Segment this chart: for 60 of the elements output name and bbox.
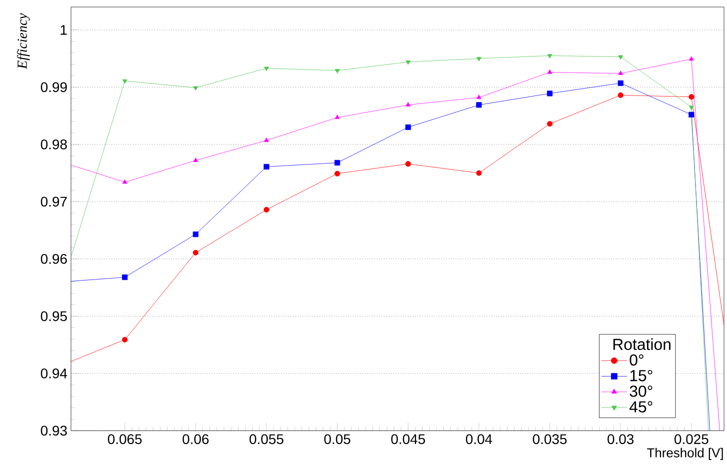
x-tick-label: 0.065: [108, 434, 142, 444]
point: [476, 170, 482, 176]
y-axis-title: Efficiency: [16, 13, 30, 70]
point: [618, 55, 624, 60]
point: [406, 102, 411, 106]
x-tick-label: 0.06: [182, 434, 209, 444]
point: [264, 66, 269, 72]
y-tick-label: 0.99: [40, 82, 67, 92]
point: [334, 69, 340, 74]
point: [688, 112, 694, 118]
y-tick-label: 0.94: [40, 368, 68, 378]
point: [192, 250, 198, 256]
point: [618, 92, 624, 98]
point: [688, 106, 694, 110]
point: [122, 274, 128, 280]
x-tick-label: 0.055: [250, 434, 284, 444]
point: [688, 56, 694, 61]
x-tick-label: 0.05: [324, 434, 350, 444]
point: [476, 102, 482, 108]
point: [476, 94, 482, 99]
point: [264, 164, 270, 170]
y-tick-label: 0.97: [40, 196, 67, 207]
point: [546, 121, 553, 127]
point: [122, 179, 128, 184]
point: [546, 90, 553, 96]
legend-label: 0°: [630, 354, 644, 366]
point: [405, 124, 411, 130]
legend-title: Rotation: [613, 338, 670, 350]
point: [547, 54, 552, 58]
point: [618, 70, 624, 75]
point: [122, 79, 128, 84]
point: [618, 80, 624, 86]
legend-label: 30°: [630, 386, 652, 397]
y-tick-label: 1: [60, 25, 67, 35]
point: [264, 206, 270, 212]
y-tick-label: 0.93: [40, 426, 67, 436]
point: [193, 158, 198, 162]
point: [193, 86, 198, 91]
x-tick-label: 0.045: [391, 434, 425, 444]
point: [547, 69, 552, 74]
point: [334, 114, 340, 119]
point: [688, 94, 694, 100]
point: [264, 138, 269, 142]
point: [405, 161, 411, 167]
point: [406, 60, 411, 65]
legend-label: 45°: [629, 401, 652, 412]
x-tick-label: 0.03: [608, 434, 634, 444]
y-tick-label: 0.95: [40, 311, 67, 322]
x-tick-label: 0.04: [466, 434, 492, 444]
point: [476, 57, 482, 62]
point: [122, 336, 128, 342]
legend-label: 15°: [630, 370, 652, 382]
point: [334, 160, 340, 166]
y-tick-label: 0.96: [40, 254, 67, 264]
point: [192, 232, 198, 238]
x-tick-label: 0.035: [532, 434, 567, 444]
x-axis-title: Threshold [V]: [647, 448, 723, 460]
x-tick-label: 0.025: [674, 434, 708, 444]
y-tick-label: 0.98: [40, 139, 67, 150]
point: [334, 170, 340, 176]
